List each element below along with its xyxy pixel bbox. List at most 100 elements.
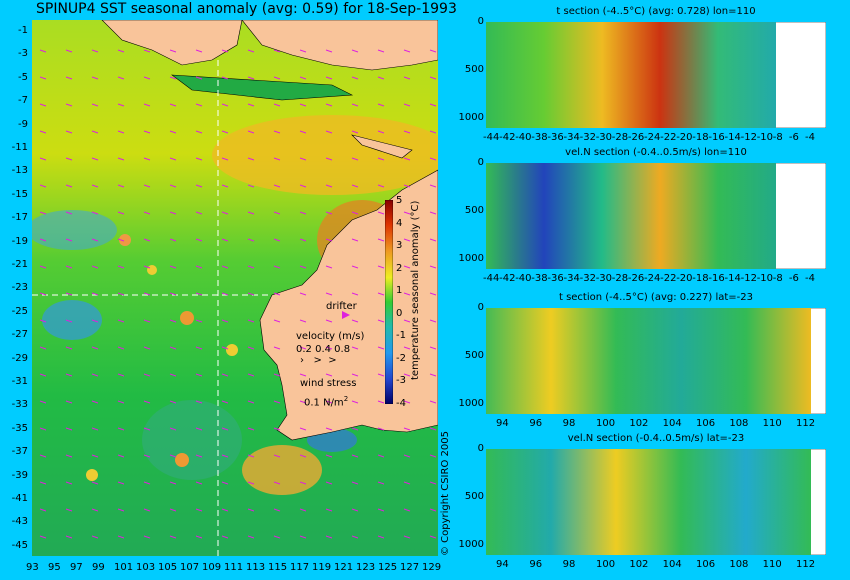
wind-arrow	[169, 76, 177, 80]
wind-arrow	[221, 346, 229, 350]
section-x-tick: -26	[627, 132, 645, 143]
wind-arrow	[91, 481, 99, 485]
wind-arrow	[169, 238, 177, 242]
lat-tick-label: -1	[18, 25, 28, 36]
wind-arrow	[325, 481, 333, 485]
wind-arrow	[39, 508, 47, 512]
wind-arrow	[247, 373, 255, 377]
lon-tick-label: 123	[356, 562, 376, 573]
wind-arrow	[91, 319, 99, 323]
wind-arrow	[299, 508, 307, 512]
wind-arrow	[247, 400, 255, 404]
section-x-tick: -34	[563, 273, 580, 284]
colorbar-tick: 5	[396, 195, 403, 206]
wind-arrow	[403, 49, 411, 53]
wind-arrow	[247, 49, 255, 53]
wind-arrow	[247, 508, 255, 512]
wind-arrow	[169, 319, 177, 323]
wind-arrow	[117, 427, 125, 431]
section-x-tick: 94	[496, 418, 509, 429]
wind-arrow	[273, 49, 281, 53]
wind-arrow	[429, 400, 437, 404]
wind-arrow	[221, 508, 229, 512]
section-x-tick: 94	[496, 559, 509, 570]
wind-arrow	[65, 319, 73, 323]
section-x-tick: -28	[611, 273, 629, 284]
wind-arrow	[299, 454, 307, 458]
wind-arrow	[39, 49, 47, 53]
wind-arrow	[351, 238, 359, 242]
wind-arrow	[403, 508, 411, 512]
wind-arrow	[403, 535, 411, 539]
wind-arrow	[39, 346, 47, 350]
wind-arrow	[429, 103, 437, 107]
section-y-tick: 0	[477, 16, 484, 27]
wind-arrow	[221, 157, 229, 161]
land-australia	[259, 169, 438, 441]
wind-arrow	[273, 76, 281, 80]
section-x-tick: -38	[531, 132, 548, 143]
wind-arrow	[65, 508, 73, 512]
wind-arrow	[351, 454, 359, 458]
wind-arrow	[143, 49, 151, 53]
wind-arrow	[273, 184, 281, 188]
wind-arrow	[117, 238, 125, 242]
section-x-tick: -30	[595, 132, 613, 143]
warm-patch	[242, 445, 322, 495]
section-x-tick: 104	[662, 418, 682, 429]
wind-arrow	[403, 76, 411, 80]
wind-arrow	[39, 373, 47, 377]
wind-arrow	[299, 103, 307, 107]
wind-arrow	[351, 427, 359, 431]
wind-arrow	[91, 265, 99, 269]
wind-arrow	[273, 319, 281, 323]
wind-label: wind stress	[300, 378, 357, 389]
eddy	[86, 469, 98, 481]
wind-arrow	[65, 265, 73, 269]
wind-arrow	[299, 400, 307, 404]
wind-arrow	[117, 535, 125, 539]
section-field	[486, 308, 811, 414]
wind-arrow	[299, 535, 307, 539]
lat-tick-label: -27	[11, 329, 28, 341]
wind-arrow	[273, 265, 281, 269]
wind-arrow	[429, 49, 437, 53]
section-x-tick: -30	[595, 273, 613, 284]
wind-arrow	[273, 454, 281, 458]
wind-arrow	[169, 346, 177, 350]
wind-arrow	[377, 400, 385, 404]
wind-arrow	[221, 103, 229, 107]
wind-arrow	[325, 265, 333, 269]
wind-arrow	[299, 76, 307, 80]
wind-arrow	[351, 184, 359, 188]
lat-tick-label: -43	[11, 516, 28, 528]
wind-arrow	[143, 346, 151, 350]
wind-arrow	[169, 454, 177, 458]
wind-arrow	[117, 49, 125, 53]
colorbar-tick: 2	[396, 262, 403, 274]
wind-arrow	[429, 427, 437, 431]
wind-arrow	[273, 238, 281, 242]
section-x-tick: -44	[483, 273, 500, 284]
wind-arrow	[247, 157, 255, 161]
section-y-tick: 0	[477, 302, 484, 313]
wind-arrow	[143, 211, 151, 215]
wind-arrow	[169, 508, 177, 512]
wind-arrow	[429, 481, 437, 485]
wind-arrow	[403, 454, 411, 458]
wind-arrow	[377, 535, 385, 539]
wind-arrow	[195, 238, 203, 242]
wind-arrow	[117, 265, 125, 269]
wind-arrow	[351, 346, 359, 350]
wind-arrow	[39, 76, 47, 80]
land-java	[171, 74, 354, 101]
wind-arrow	[91, 157, 99, 161]
wind-arrow	[65, 292, 73, 296]
wind-arrow	[143, 427, 151, 431]
section-plot	[486, 163, 826, 269]
wind-arrow	[143, 373, 151, 377]
wind-arrow	[169, 481, 177, 485]
wind-arrow	[247, 184, 255, 188]
wind-arrow	[143, 535, 151, 539]
lat-tick-label: -19	[11, 235, 28, 247]
